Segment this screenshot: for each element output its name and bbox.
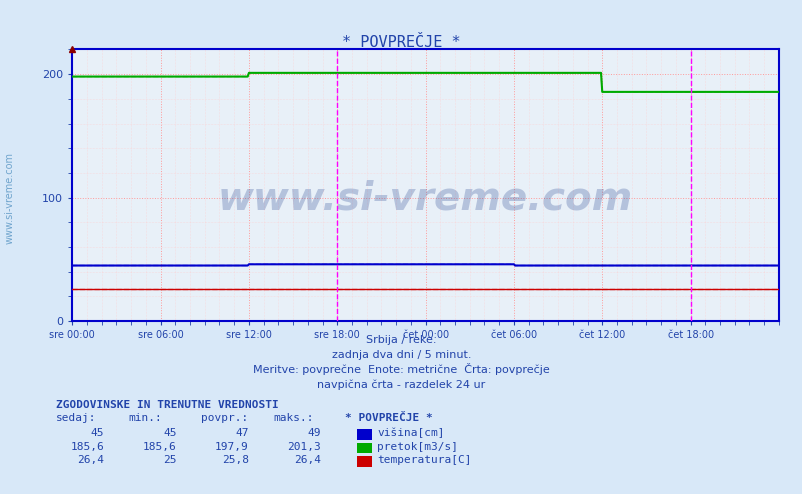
Text: 45: 45 (163, 428, 176, 438)
Text: www.si-vreme.com: www.si-vreme.com (5, 152, 14, 244)
Text: * POVPREČJE *: * POVPREČJE * (345, 413, 432, 423)
Text: min.:: min.: (128, 413, 162, 423)
Text: povpr.:: povpr.: (200, 413, 248, 423)
Text: 185,6: 185,6 (71, 442, 104, 452)
Text: 26,4: 26,4 (294, 455, 321, 465)
Text: 185,6: 185,6 (143, 442, 176, 452)
Text: Srbija / reke.: Srbija / reke. (366, 335, 436, 345)
Text: zadnja dva dni / 5 minut.: zadnja dva dni / 5 minut. (331, 350, 471, 360)
Text: 25: 25 (163, 455, 176, 465)
Text: pretok[m3/s]: pretok[m3/s] (377, 442, 458, 452)
Text: www.si-vreme.com: www.si-vreme.com (217, 180, 633, 218)
Text: sedaj:: sedaj: (56, 413, 96, 423)
Text: 197,9: 197,9 (215, 442, 249, 452)
Text: 47: 47 (235, 428, 249, 438)
Text: 25,8: 25,8 (221, 455, 249, 465)
Text: * POVPREČJE *: * POVPREČJE * (342, 35, 460, 49)
Text: ZGODOVINSKE IN TRENUTNE VREDNOSTI: ZGODOVINSKE IN TRENUTNE VREDNOSTI (56, 400, 278, 410)
Text: temperatura[C]: temperatura[C] (377, 455, 472, 465)
Text: maks.:: maks.: (273, 413, 313, 423)
Text: 49: 49 (307, 428, 321, 438)
Text: 26,4: 26,4 (77, 455, 104, 465)
Text: navpična črta - razdelek 24 ur: navpična črta - razdelek 24 ur (317, 379, 485, 390)
Text: 45: 45 (91, 428, 104, 438)
Text: 201,3: 201,3 (287, 442, 321, 452)
Text: višina[cm]: višina[cm] (377, 427, 444, 438)
Text: Meritve: povprečne  Enote: metrične  Črta: povprečje: Meritve: povprečne Enote: metrične Črta:… (253, 363, 549, 375)
